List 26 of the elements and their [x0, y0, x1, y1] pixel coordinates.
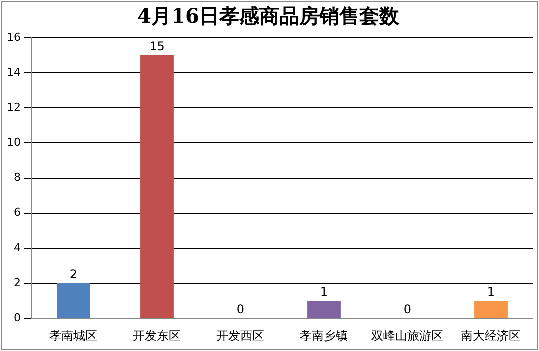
x-tick-label: 双峰山旅游区: [372, 328, 444, 343]
x-tick-label: 开发东区: [133, 328, 182, 343]
data-label: 0: [236, 302, 245, 317]
data-label: 2: [70, 268, 78, 282]
y-tick-label: 14: [6, 66, 21, 79]
y-tick-label: 16: [6, 30, 21, 44]
y-tick-label: 6: [14, 206, 21, 220]
bar: [308, 301, 341, 318]
x-tick-label: 孝南城区: [50, 328, 98, 343]
bar: [140, 56, 174, 318]
data-label: 1: [487, 285, 496, 300]
y-tick-label: 2: [14, 276, 21, 290]
data-label: 15: [150, 40, 165, 54]
x-tick-label: 孝南乡镇: [300, 328, 348, 343]
data-label: 0: [404, 302, 412, 317]
bar: [57, 284, 90, 318]
y-tick-label: 0: [14, 311, 21, 324]
y-tick-label: 8: [14, 171, 21, 184]
y-tick-label: 12: [6, 101, 21, 114]
chart-title: 4月16日孝感商品房销售套数: [138, 4, 400, 28]
y-tick-label: 4: [14, 241, 21, 254]
bar: [474, 301, 508, 318]
data-label: 1: [320, 285, 328, 300]
y-tick-label: 10: [6, 136, 21, 150]
x-tick-label: 南大经济区: [461, 328, 522, 343]
x-tick-label: 开发西区: [216, 328, 265, 343]
